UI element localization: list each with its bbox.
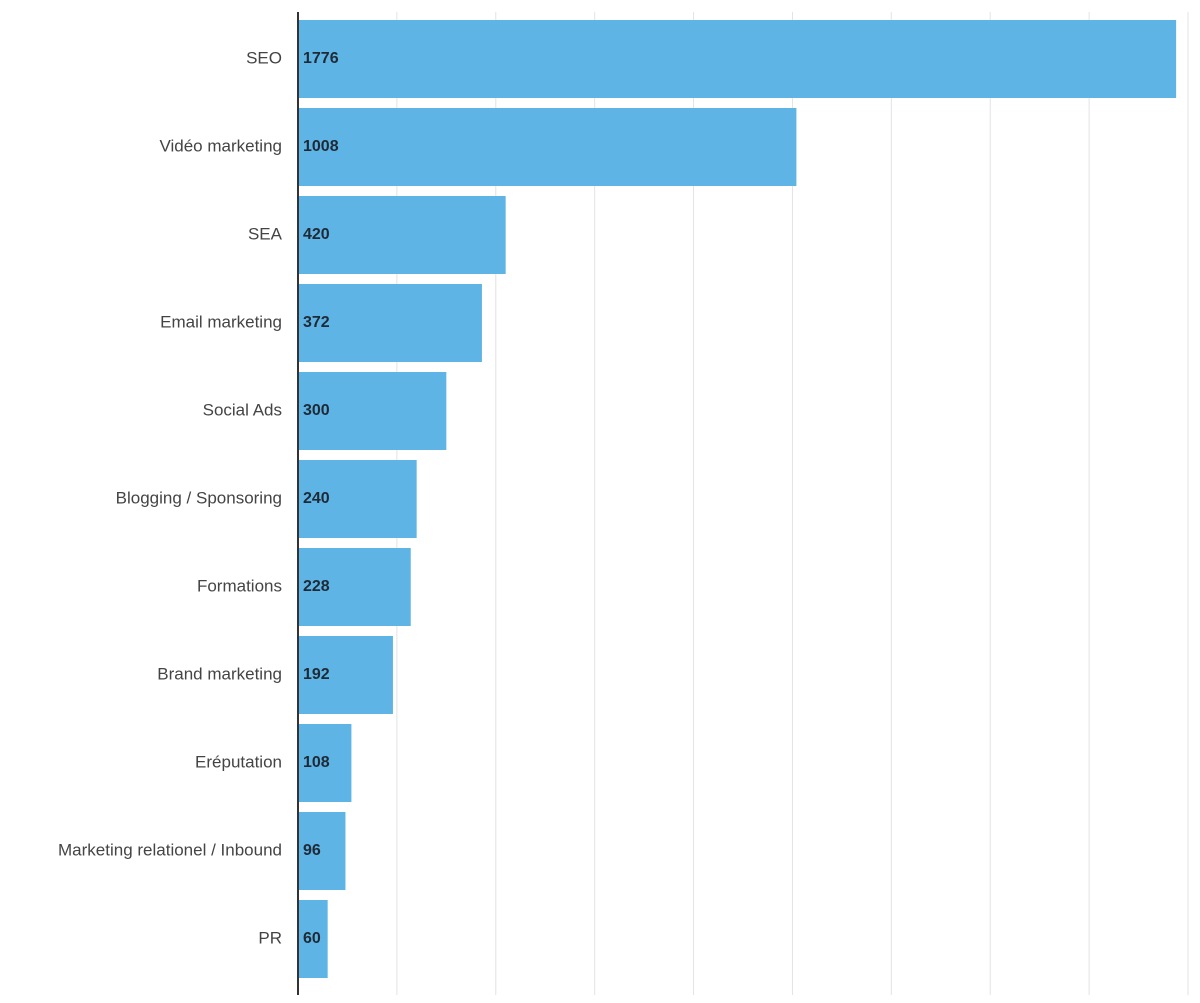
bar bbox=[298, 460, 417, 538]
category-label: PR bbox=[258, 928, 282, 947]
category-label: Vidéo marketing bbox=[159, 136, 282, 155]
value-label: 1008 bbox=[303, 138, 339, 155]
category-label: Formations bbox=[197, 576, 282, 595]
category-labels: SEO Vidéo marketing SEA Email marketing Soci… bbox=[58, 48, 283, 947]
value-label: 108 bbox=[303, 754, 330, 771]
category-label: Social Ads bbox=[203, 400, 282, 419]
category-label: SEO bbox=[246, 48, 282, 67]
value-label: 1776 bbox=[303, 50, 339, 67]
value-label: 420 bbox=[303, 226, 330, 243]
bars bbox=[298, 20, 1177, 978]
value-label: 240 bbox=[303, 490, 330, 507]
bar bbox=[298, 284, 482, 362]
bar bbox=[298, 196, 506, 274]
category-label: Eréputation bbox=[195, 752, 282, 771]
value-label: 228 bbox=[303, 578, 330, 595]
bar bbox=[298, 20, 1177, 98]
value-label: 60 bbox=[303, 930, 321, 947]
category-label: Brand marketing bbox=[157, 664, 282, 683]
value-label: 96 bbox=[303, 842, 321, 859]
value-label: 192 bbox=[303, 666, 330, 683]
bar bbox=[298, 548, 411, 626]
bar bbox=[298, 900, 328, 978]
bar bbox=[298, 636, 393, 714]
category-label: Blogging / Sponsoring bbox=[116, 488, 282, 507]
value-label: 372 bbox=[303, 314, 330, 331]
bar bbox=[298, 812, 346, 890]
value-label: 300 bbox=[303, 402, 330, 419]
value-labels: 1776 1008 420 372 300 240 228 192 108 96 60 bbox=[303, 50, 339, 947]
category-label: SEA bbox=[248, 224, 283, 243]
category-label: Email marketing bbox=[160, 312, 282, 331]
bar bbox=[298, 724, 352, 802]
category-label: Marketing relationel / Inbound bbox=[58, 840, 282, 859]
bar bbox=[298, 372, 447, 450]
bar bbox=[298, 108, 797, 186]
